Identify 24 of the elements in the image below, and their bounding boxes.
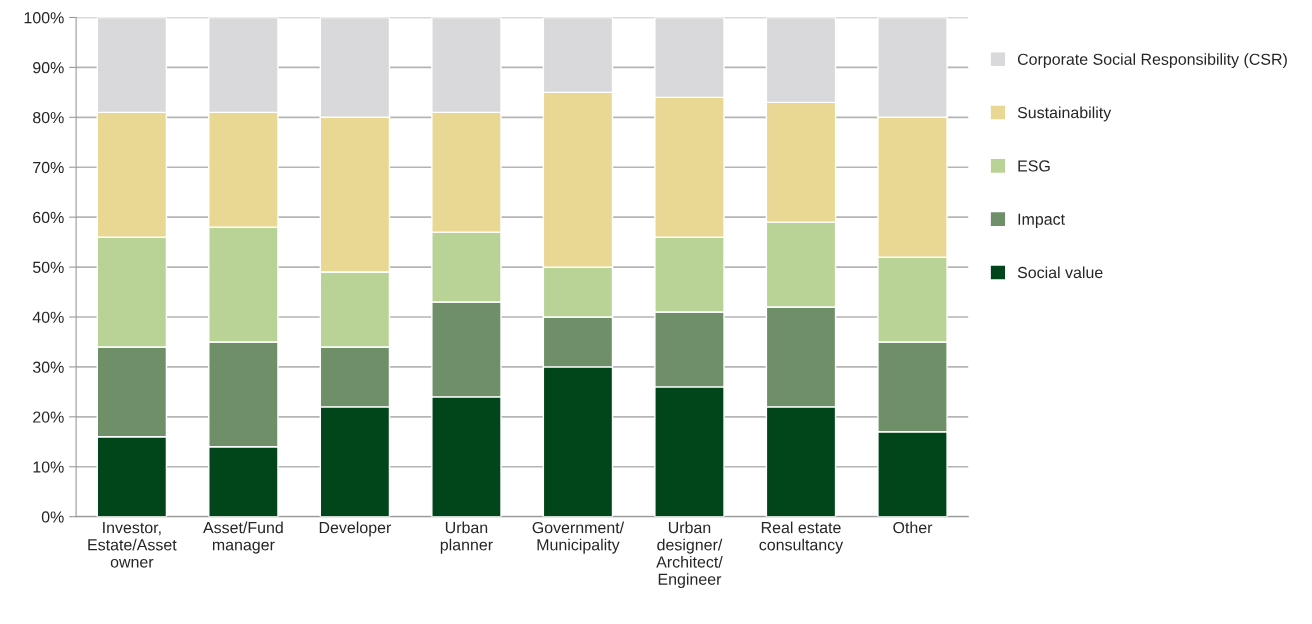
y-tick-label: 0% (41, 511, 64, 523)
y-tick-label: 60% (33, 211, 64, 224)
x-tick-label: Urban designer/ Architect/ Engineer (656, 521, 723, 589)
x-tick-label: Asset/Fund manager (203, 521, 283, 554)
legend-label: Social value (1017, 266, 1103, 279)
x-tick-label: Government/ Municipality (532, 521, 625, 554)
x-tick-label: Developer (319, 521, 392, 537)
y-tick-label: 90% (33, 62, 64, 74)
y-tick-label: 40% (32, 311, 64, 323)
legend-label: ESG (1018, 160, 1050, 172)
y-tick-label: 100% (24, 12, 64, 24)
y-tick-label: 20% (33, 411, 64, 423)
x-tick-label: Real estate consultancy (759, 521, 844, 554)
x-tick-label: Other (893, 521, 933, 534)
y-tick-label: 30% (32, 361, 64, 373)
legend-label: Sustainability (1017, 106, 1112, 122)
legend-label: Impact (1018, 213, 1065, 229)
x-tick-label: Urban planner (440, 521, 493, 554)
legend-label: Corporate Social Responsibility (CSR) (1017, 53, 1287, 69)
y-tick-label: 80% (33, 111, 64, 124)
x-tick-label: Investor, Estate/Asset owner (88, 522, 177, 568)
y-tick-label: 10% (33, 461, 64, 473)
y-tick-label: 70% (33, 161, 64, 174)
y-tick-label: 50% (32, 261, 64, 274)
